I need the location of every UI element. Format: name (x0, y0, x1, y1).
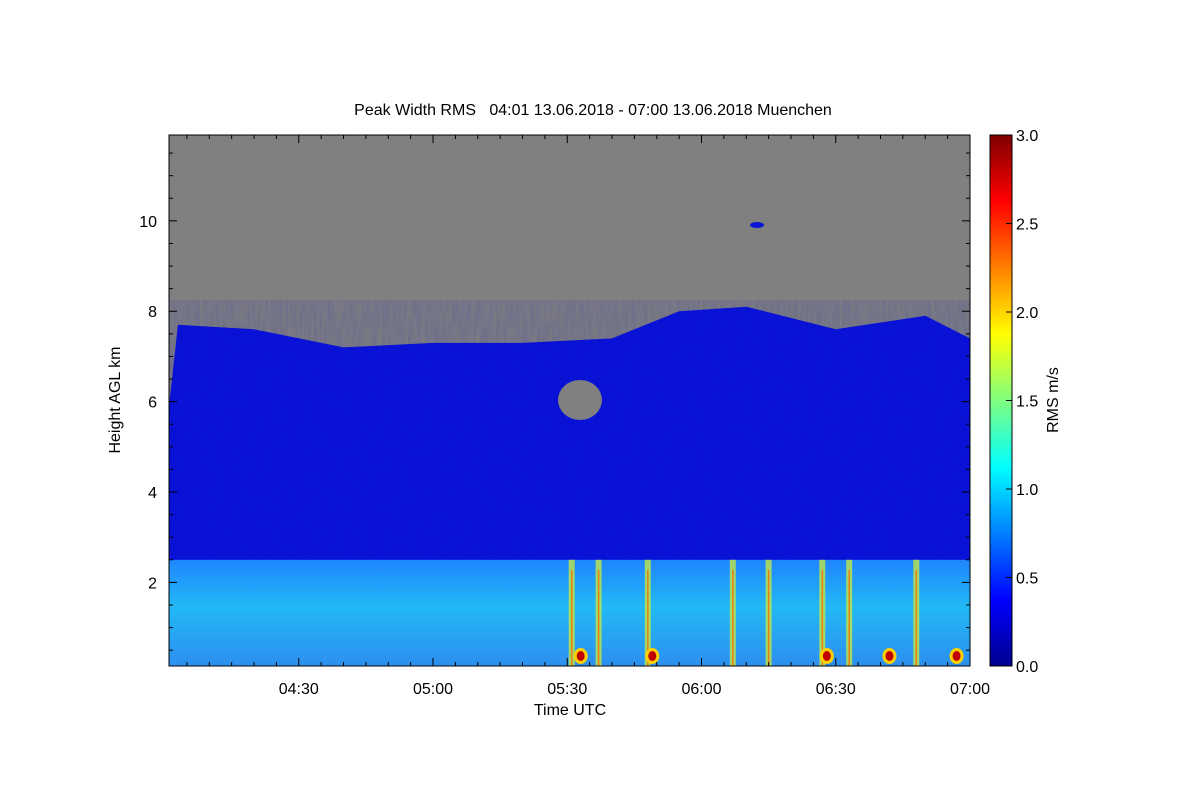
x-tick-label: 04:30 (279, 681, 319, 698)
y-axis: 2 4 6 8 10 (139, 152, 970, 651)
colorbar: 0.0 0.5 1.0 1.5 2.0 2.5 3.0 RMS m/s (989, 128, 1062, 676)
colorbar-tick-label: 2.5 (1016, 217, 1038, 234)
x-tick-label: 07:00 (950, 681, 990, 698)
colorbar-tick-label: 0.5 (1016, 571, 1038, 588)
cloud-fragment (750, 222, 764, 228)
y-tick-label: 2 (148, 575, 157, 592)
rms-hotspot-core (576, 651, 585, 661)
rms-hotspot-core (885, 651, 894, 661)
y-tick-label: 10 (139, 214, 157, 231)
high-rms-streaks (568, 559, 920, 666)
x-tick-label: 06:00 (681, 681, 721, 698)
x-tick-label: 05:00 (413, 681, 453, 698)
y-tick-label: 6 (148, 395, 157, 412)
signal-texture (169, 300, 970, 566)
plot-area (169, 135, 970, 666)
x-tick-label: 06:30 (816, 681, 856, 698)
rms-hotspot-core (952, 651, 961, 661)
colorbar-ticks: 0.0 0.5 1.0 1.5 2.0 2.5 3.0 (1006, 128, 1038, 676)
high-rms-hotspots (573, 648, 964, 664)
colorbar-tick-label: 1.5 (1016, 394, 1038, 411)
y-axis-label: Height AGL km (107, 346, 124, 453)
colorbar-label: RMS m/s (1045, 367, 1062, 433)
y-tick-label: 8 (148, 304, 157, 321)
x-tick-label: 05:30 (547, 681, 587, 698)
colorbar-tick-label: 0.0 (1016, 659, 1038, 676)
plot-frame (168, 134, 971, 667)
cloud-gap (558, 380, 602, 420)
colorbar-tick-label: 2.0 (1016, 305, 1038, 322)
chart-title: Peak Width RMS 04:01 13.06.2018 - 07:00 … (354, 102, 832, 119)
x-axis-label: Time UTC (534, 702, 606, 719)
colorbar-tick-label: 1.0 (1016, 482, 1038, 499)
x-axis: 04:30 05:00 05:30 06:00 06:30 07:00 (186, 135, 990, 698)
y-tick-label: 4 (148, 485, 157, 502)
rms-hotspot-core (822, 651, 831, 661)
colorbar-tick-label: 3.0 (1016, 128, 1038, 145)
rms-hotspot-core (648, 651, 657, 661)
